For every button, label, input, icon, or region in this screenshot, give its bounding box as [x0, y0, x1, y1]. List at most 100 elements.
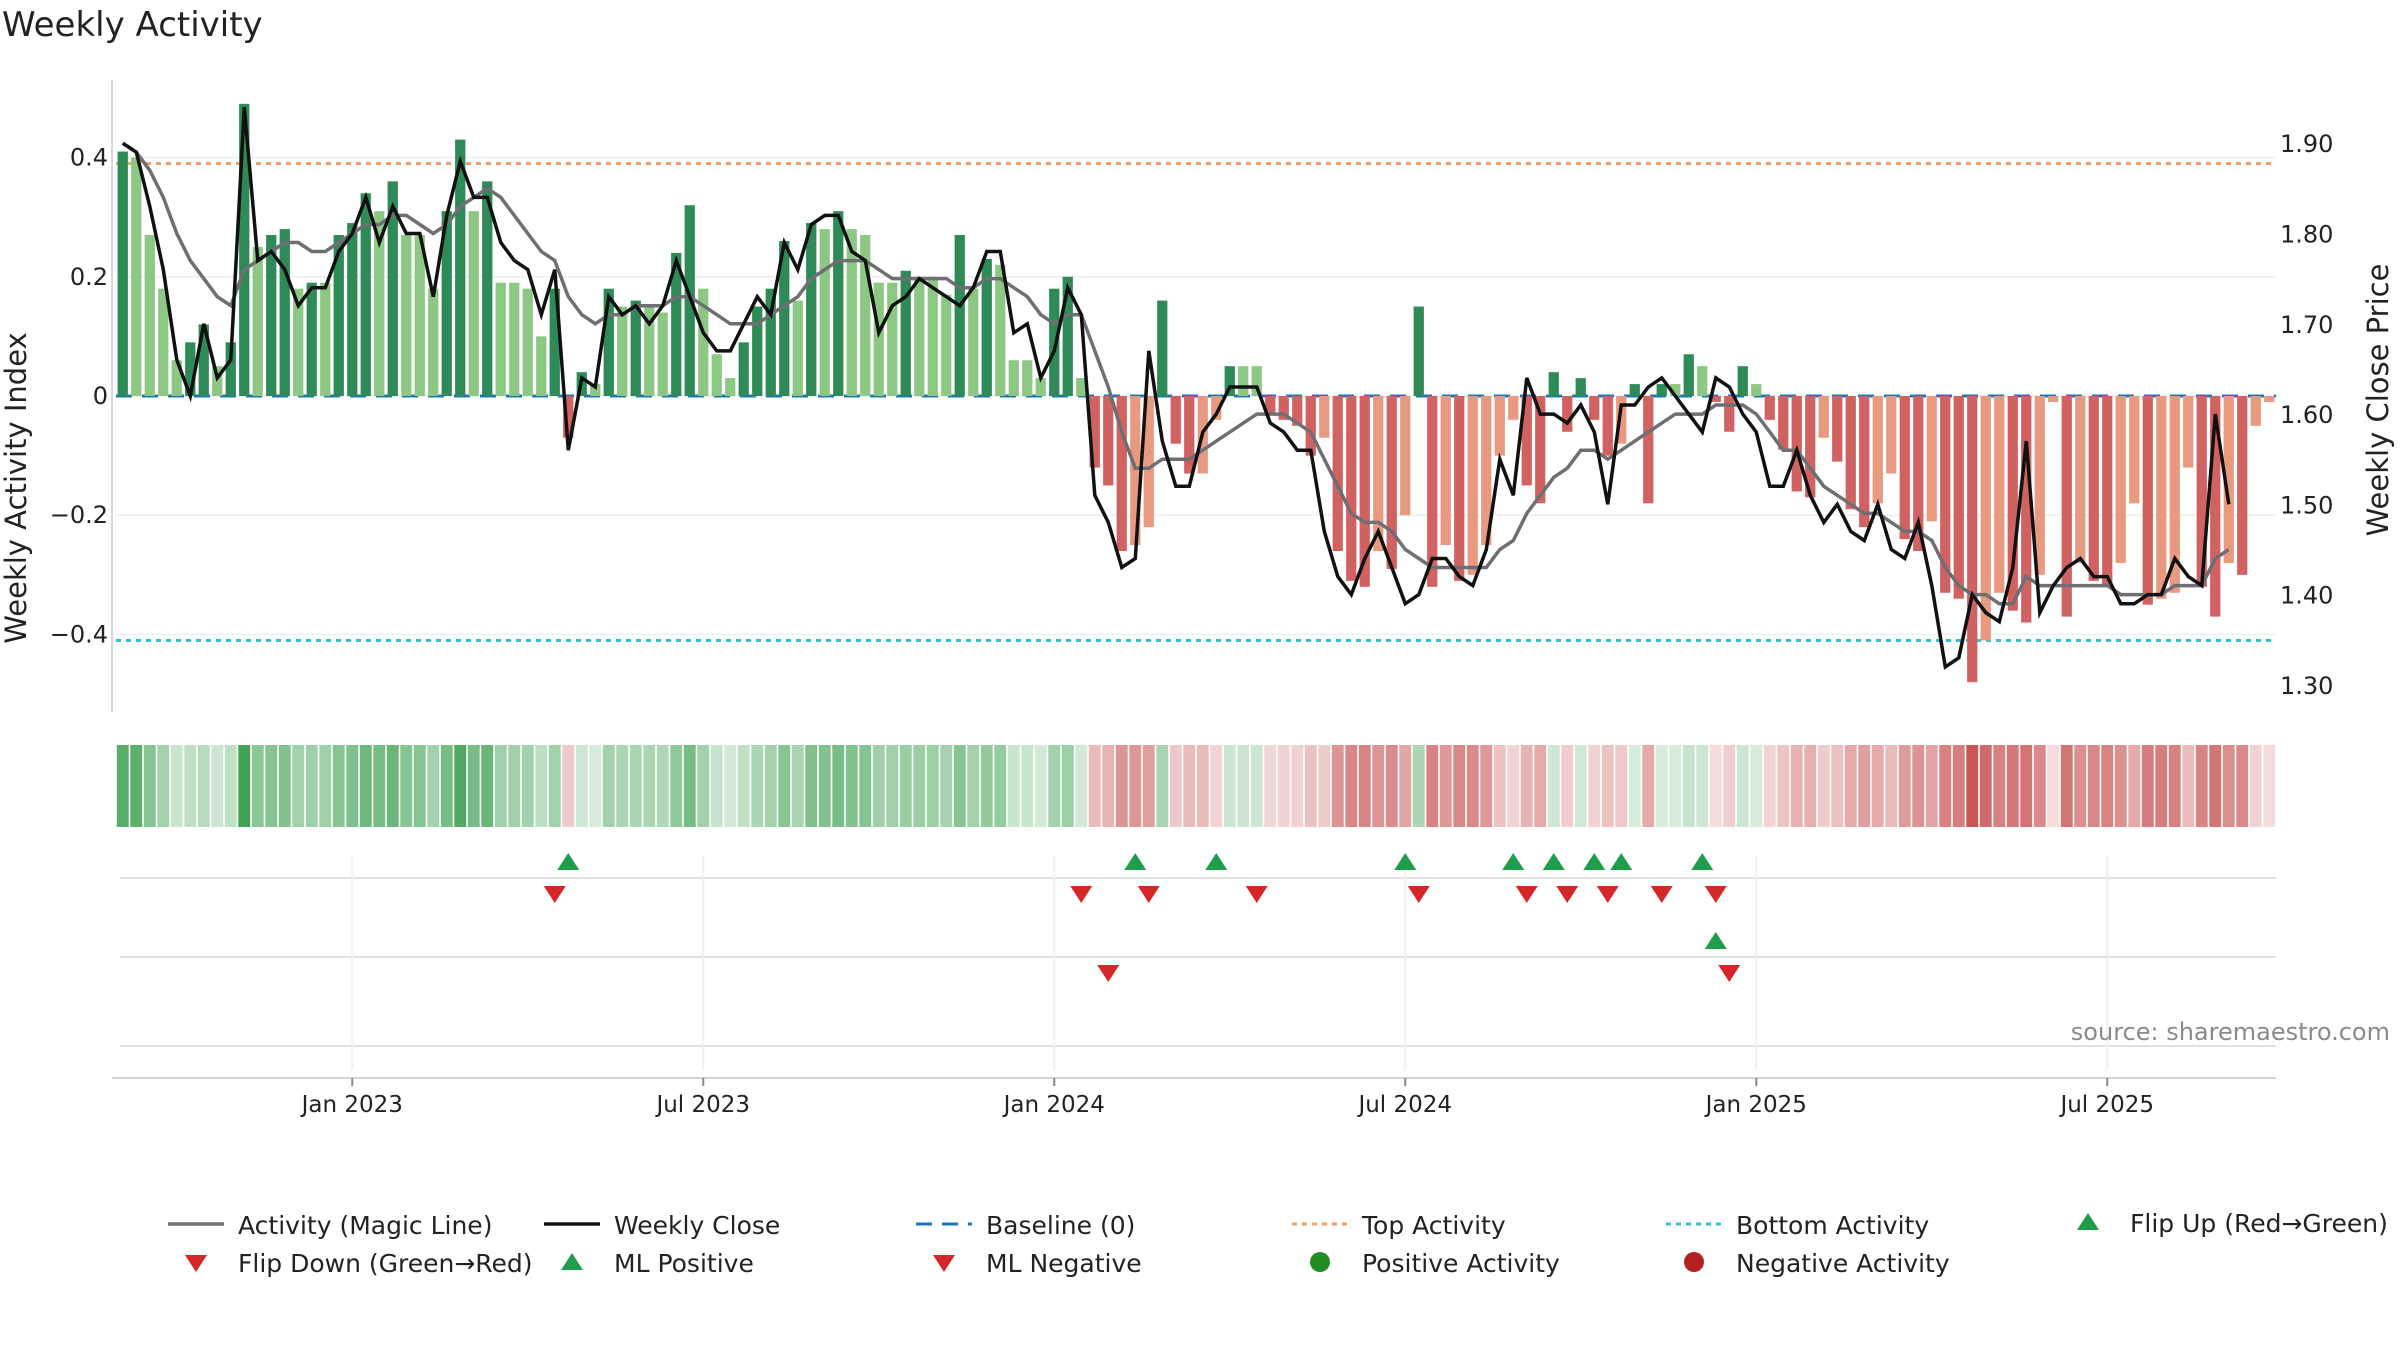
activity-bar [158, 288, 169, 396]
signal-rows [120, 853, 2276, 1070]
activity-bar [1224, 366, 1235, 396]
activity-bar [2142, 396, 2153, 605]
activity-bar [1116, 396, 1127, 552]
legend-label: Flip Down (Green→Red) [238, 1249, 533, 1278]
activity-bar [1508, 396, 1519, 420]
activity-bar [279, 229, 290, 396]
activity-bar [1643, 396, 1654, 504]
activity-bar [1670, 384, 1681, 396]
heat-cell [2006, 745, 2019, 827]
activity-bar [1845, 396, 1856, 510]
activity-bar [1926, 396, 1937, 522]
heat-cell [1601, 745, 1614, 827]
x-tick-label: Jul 2025 [2058, 1092, 2154, 1118]
activity-bar [1562, 396, 1573, 432]
heat-cell [2074, 745, 2087, 827]
heat-cell [440, 745, 453, 827]
heat-cell [670, 745, 683, 827]
activity-bar [1778, 396, 1789, 450]
heat-cell [373, 745, 386, 827]
activity-bar [482, 181, 493, 396]
legend-label: ML Negative [986, 1249, 1142, 1278]
activity-bar [171, 360, 182, 396]
heat-cell [1250, 745, 1263, 827]
heat-cell [292, 745, 305, 827]
activity-bar [1724, 396, 1735, 432]
activity-bar [2034, 396, 2045, 575]
flip-up-marker [1394, 853, 1417, 870]
activity-bar [806, 223, 817, 396]
activity-bar [1292, 396, 1303, 426]
heat-cell [1142, 745, 1155, 827]
activity-bar [441, 211, 452, 396]
activity-bar [468, 211, 479, 396]
flip-down-marker [1407, 886, 1430, 903]
activity-bar [2129, 396, 2140, 504]
heat-cell [1925, 745, 1938, 827]
heat-cell [1426, 745, 1439, 827]
activity-bar [563, 396, 574, 438]
activity-bar [347, 223, 358, 396]
heat-cell [346, 745, 359, 827]
heat-cell [1237, 745, 1250, 827]
activity-bar [306, 282, 317, 396]
flip-down-marker [1556, 886, 1579, 903]
heat-cell [1588, 745, 1601, 827]
activity-bar [2048, 396, 2059, 402]
heat-cell [1628, 745, 1641, 827]
heat-cell [1979, 745, 1992, 827]
heat-cell [454, 745, 467, 827]
activity-bar [698, 288, 709, 396]
activity-bar [1737, 366, 1748, 396]
y2-tick-label: 1.70 [2280, 311, 2333, 339]
axes: 0.4 0.2 0 −0.2 −0.4 1.90 1.80 1.70 1.60 1.50 1.40 1… [50, 80, 2333, 712]
activity-bar [1400, 396, 1411, 516]
heat-cell [481, 745, 494, 827]
activity-bar [887, 282, 898, 396]
heat-cell [1682, 745, 1695, 827]
heat-cell [1439, 745, 1452, 827]
activity-bar [995, 264, 1006, 396]
legend-label: Activity (Magic Line) [238, 1211, 492, 1240]
activity-bar [1535, 396, 1546, 504]
heat-cell [764, 745, 777, 827]
activity-bar [2183, 396, 2194, 468]
heat-cell [1196, 745, 1209, 827]
activity-bar [1157, 300, 1168, 396]
activity-bar [1440, 396, 1451, 546]
activity-bar [1467, 396, 1478, 575]
activity-bar [1062, 276, 1073, 396]
activity-bar [1278, 396, 1289, 420]
activity-bar [374, 211, 385, 396]
flip-up-marker [1502, 853, 1525, 870]
activity-bar [522, 288, 533, 396]
activity-bar [1805, 396, 1816, 498]
heat-cell [400, 745, 413, 827]
activity-bar [1265, 396, 1276, 414]
heat-cell [2087, 745, 2100, 827]
activity-bar [131, 157, 142, 396]
legend-swatch [2077, 1213, 2099, 1230]
activity-bar [873, 282, 884, 396]
heat-cell [805, 745, 818, 827]
heat-cell [1520, 745, 1533, 827]
heat-cell [1642, 745, 1655, 827]
activity-bar [2088, 396, 2099, 581]
heat-cell [643, 745, 656, 827]
heat-cell [1885, 745, 1898, 827]
heat-cell [2128, 745, 2141, 827]
flip-down-marker [1070, 886, 1093, 903]
x-axis: Jan 2023 Jul 2023 Jan 2024 Jul 2024 Jan 2025… [112, 1077, 2276, 1118]
heat-cell [1709, 745, 1722, 827]
flip-up-marker [1205, 853, 1228, 870]
heat-cell [1831, 745, 1844, 827]
heat-cell [1723, 745, 1736, 827]
flip-up-marker [1124, 853, 1147, 870]
activity-bar [1953, 396, 1964, 599]
heat-cell [1372, 745, 1385, 827]
legend-label: Bottom Activity [1736, 1211, 1929, 1240]
heat-cell [872, 745, 885, 827]
heat-cell [332, 745, 345, 827]
flip-down-marker [543, 886, 566, 903]
flip-down-marker [1137, 886, 1160, 903]
